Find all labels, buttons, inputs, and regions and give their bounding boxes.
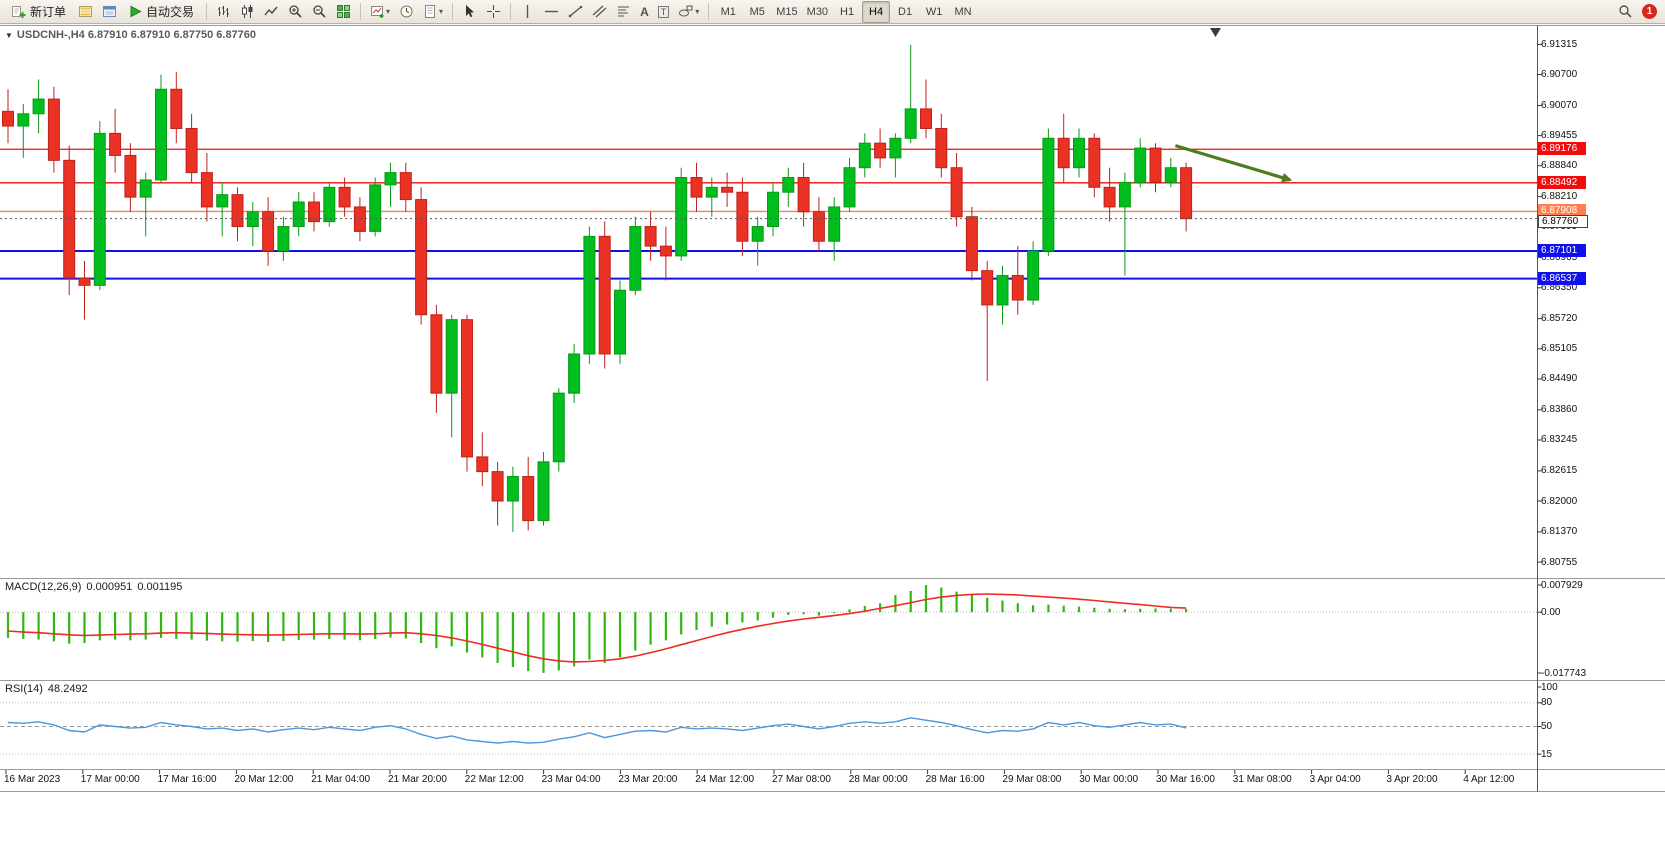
timeframe-d1-button[interactable]: D1 bbox=[898, 5, 913, 18]
templates-icon bbox=[423, 4, 438, 19]
timeframe-group: M1 M5 M15 M30 H1 H4 D1 W1 MN bbox=[714, 0, 977, 23]
new-chart-button[interactable]: ▾ bbox=[366, 1, 394, 23]
toolbar-separator bbox=[360, 3, 362, 20]
timeframe-h1-button[interactable]: H1 bbox=[840, 5, 855, 18]
toolbar-separator bbox=[510, 3, 512, 20]
shapes-button[interactable]: ▾ bbox=[674, 1, 703, 23]
market-watch-button[interactable] bbox=[74, 1, 97, 23]
zoom-out-icon bbox=[312, 4, 327, 19]
notification-badge[interactable]: 1 bbox=[1642, 4, 1657, 19]
auto-trading-label: 自动交易 bbox=[146, 5, 195, 19]
profiles-button[interactable] bbox=[395, 1, 418, 23]
cursor-icon bbox=[462, 4, 477, 19]
timeframe-mn-button[interactable]: MN bbox=[954, 5, 972, 18]
toolbar: 新订单 自动交易 bbox=[0, 0, 1665, 24]
candlestick-series bbox=[2, 44, 1193, 532]
time-axis[interactable] bbox=[0, 770, 1537, 791]
line-chart-icon bbox=[264, 4, 279, 19]
zoom-in-button[interactable] bbox=[284, 1, 307, 23]
timeframe-m15-button[interactable]: M15 bbox=[776, 5, 798, 18]
chart-shift-marker-icon[interactable] bbox=[1210, 28, 1221, 37]
channel-icon bbox=[592, 4, 607, 19]
vertical-line-button[interactable] bbox=[516, 1, 539, 23]
timeframe-h4-button[interactable]: H4 bbox=[862, 0, 891, 23]
tile-windows-button[interactable] bbox=[332, 1, 355, 23]
zoom-out-button[interactable] bbox=[308, 1, 331, 23]
rsi-panel[interactable] bbox=[0, 684, 1537, 769]
trendline-button[interactable] bbox=[564, 1, 587, 23]
horizontal-line-icon bbox=[544, 4, 559, 19]
fibonacci-button[interactable] bbox=[612, 1, 635, 23]
play-icon bbox=[129, 5, 142, 18]
text-icon: A bbox=[640, 4, 649, 19]
tile-windows-icon bbox=[336, 4, 351, 19]
search-button[interactable] bbox=[1614, 1, 1637, 23]
timeframe-w1-button[interactable]: W1 bbox=[925, 5, 943, 18]
toolbar-separator bbox=[452, 3, 454, 20]
macd-histogram bbox=[6, 585, 1188, 673]
rsi-line bbox=[7, 717, 1187, 744]
price-axis[interactable] bbox=[1538, 26, 1665, 770]
label-icon: T bbox=[657, 5, 670, 18]
templates-button[interactable]: ▾ bbox=[419, 1, 447, 23]
bar-chart-button[interactable] bbox=[212, 1, 235, 23]
horizontal-line-button[interactable] bbox=[540, 1, 563, 23]
equidistant-channel-button[interactable] bbox=[588, 1, 611, 23]
cursor-button[interactable] bbox=[458, 1, 481, 23]
auto-trading-button[interactable]: 自动交易 bbox=[122, 1, 201, 23]
candlestick-chart-icon bbox=[240, 4, 255, 19]
trendline-icon bbox=[568, 4, 583, 19]
new-order-label: 新订单 bbox=[30, 5, 67, 19]
vertical-line-icon bbox=[520, 4, 535, 19]
data-window-icon bbox=[102, 4, 117, 19]
new-chart-icon bbox=[370, 4, 385, 19]
fibonacci-icon bbox=[616, 4, 631, 19]
macd-panel[interactable] bbox=[0, 582, 1537, 678]
data-window-button[interactable] bbox=[98, 1, 121, 23]
new-order-button[interactable]: 新订单 bbox=[4, 1, 73, 23]
toolbar-separator bbox=[206, 3, 208, 20]
label-button[interactable]: T bbox=[654, 1, 674, 23]
candlestick-chart-button[interactable] bbox=[236, 1, 259, 23]
trend-arrow-object[interactable] bbox=[1174, 144, 1293, 183]
new-order-icon bbox=[11, 4, 26, 19]
shapes-icon bbox=[678, 4, 694, 19]
bar-chart-icon bbox=[216, 4, 231, 19]
timeframe-m30-button[interactable]: M30 bbox=[806, 5, 829, 18]
chevron-down-icon: ▾ bbox=[386, 7, 391, 16]
main-chart-area[interactable] bbox=[0, 26, 1537, 576]
clock-icon bbox=[399, 4, 414, 19]
search-icon bbox=[1618, 4, 1633, 19]
line-chart-button[interactable] bbox=[260, 1, 283, 23]
macd-signal-line bbox=[7, 593, 1187, 663]
chevron-down-icon: ▾ bbox=[439, 7, 444, 16]
timeframe-m1-button[interactable]: M1 bbox=[720, 5, 736, 18]
zoom-in-icon bbox=[288, 4, 303, 19]
market-watch-icon bbox=[78, 4, 93, 19]
chevron-down-icon: ▾ bbox=[695, 7, 700, 16]
timeframe-m5-button[interactable]: M5 bbox=[749, 5, 765, 18]
text-button[interactable]: A bbox=[636, 1, 653, 23]
crosshair-button[interactable] bbox=[482, 1, 505, 23]
crosshair-icon bbox=[486, 4, 501, 19]
notification-count: 1 bbox=[1646, 6, 1653, 17]
toolbar-separator bbox=[708, 3, 710, 20]
